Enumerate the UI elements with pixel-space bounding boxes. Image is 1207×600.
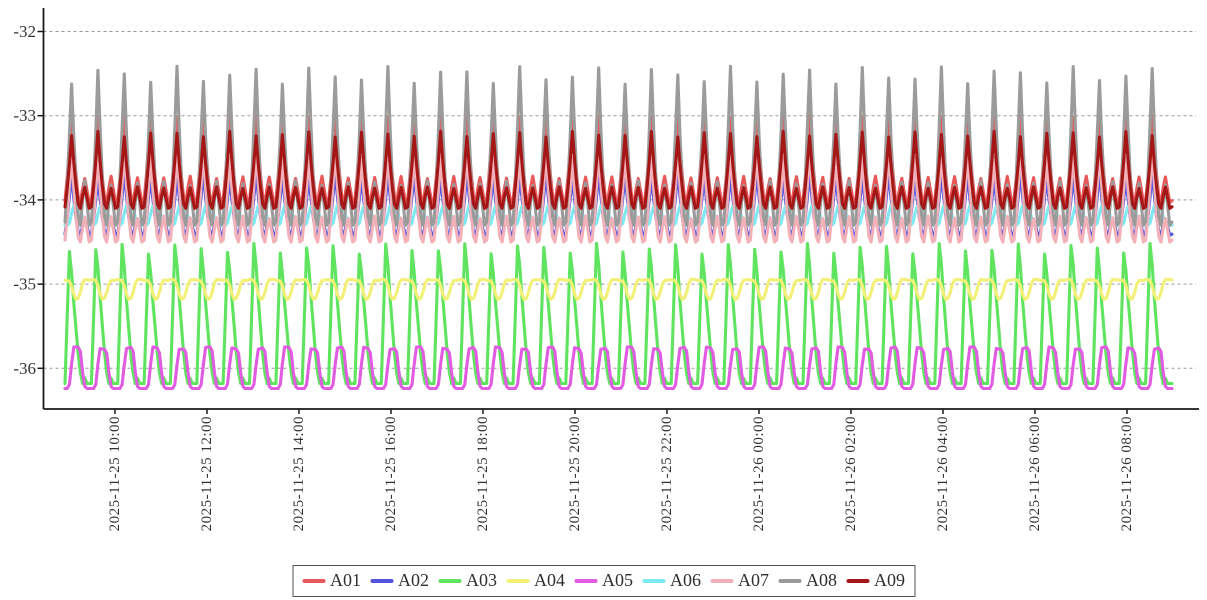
- x-tick-label: 2025-11-25 20:00: [567, 416, 583, 531]
- x-tick-label: 2025-11-25 14:00: [291, 416, 307, 531]
- x-tick-label: 2025-11-26 08:00: [1119, 416, 1135, 531]
- legend-item-A01: A01: [302, 570, 361, 591]
- y-tick-label: -36: [13, 359, 36, 378]
- y-tick-label: -33: [13, 106, 36, 125]
- legend-item-A06: A06: [642, 570, 701, 591]
- series-line-A03: [63, 241, 1174, 386]
- legend-swatch-A08: [778, 578, 801, 583]
- legend-item-A04: A04: [506, 570, 565, 591]
- x-tick-label: 2025-11-26 02:00: [843, 416, 859, 531]
- legend-label: A06: [670, 570, 701, 590]
- legend-label: A02: [398, 570, 429, 590]
- legend-label: A07: [738, 570, 769, 590]
- legend-swatch-A02: [370, 578, 393, 583]
- series-line-A05: [63, 345, 1174, 391]
- legend-label: A03: [466, 570, 497, 590]
- legend-item-A03: A03: [438, 570, 497, 591]
- x-tick-label: 2025-11-26 06:00: [1027, 416, 1043, 531]
- series-line-A04: [63, 277, 1174, 301]
- series-line-A09: [63, 129, 1174, 210]
- legend-item-A05: A05: [574, 570, 633, 591]
- legend: A01 A02 A03 A04 A05 A06 A07 A08 A09: [292, 565, 915, 597]
- legend-swatch-A07: [710, 578, 733, 583]
- legend-label: A05: [602, 570, 633, 590]
- legend-item-A08: A08: [778, 570, 837, 591]
- series-line-A08: [63, 64, 1174, 227]
- legend-swatch-A06: [642, 578, 665, 583]
- legend-item-A02: A02: [370, 570, 429, 591]
- x-tick-label: 2025-11-26 00:00: [751, 416, 767, 531]
- legend-label: A04: [534, 570, 565, 590]
- legend-item-A07: A07: [710, 570, 769, 591]
- x-tick-label: 2025-11-25 18:00: [475, 416, 491, 531]
- legend-label: A08: [806, 570, 837, 590]
- legend-swatch-A01: [302, 578, 325, 583]
- series-line-A07: [63, 147, 1174, 244]
- tick-labels: -32 -33 -34 -35 -36 2025-11-25 10:00 2025-11-2…: [13, 22, 1135, 531]
- legend-swatch-A03: [438, 578, 461, 583]
- x-tick-label: 2025-11-25 12:00: [199, 416, 215, 531]
- y-tick-label: -32: [13, 22, 36, 41]
- series-lines: [63, 64, 1174, 391]
- legend-swatch-A05: [574, 578, 597, 583]
- legend-item-A09: A09: [846, 570, 905, 591]
- axes: [37, 8, 1199, 414]
- legend-swatch-A09: [846, 578, 869, 583]
- x-tick-label: 2025-11-25 16:00: [383, 416, 399, 531]
- x-tick-label: 2025-11-26 04:00: [935, 416, 951, 531]
- y-tick-label: -35: [13, 275, 36, 294]
- x-tick-label: 2025-11-25 10:00: [107, 416, 123, 531]
- legend-label: A09: [874, 570, 905, 590]
- x-tick-label: 2025-11-25 22:00: [659, 416, 675, 531]
- legend-swatch-A04: [506, 578, 529, 583]
- y-tick-label: -34: [13, 190, 36, 209]
- legend-label: A01: [330, 570, 361, 590]
